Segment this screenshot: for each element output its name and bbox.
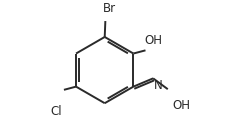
Text: OH: OH (145, 34, 163, 47)
Text: Br: Br (103, 2, 116, 15)
Text: N: N (154, 79, 162, 92)
Text: Cl: Cl (50, 105, 62, 118)
Text: OH: OH (173, 99, 191, 112)
